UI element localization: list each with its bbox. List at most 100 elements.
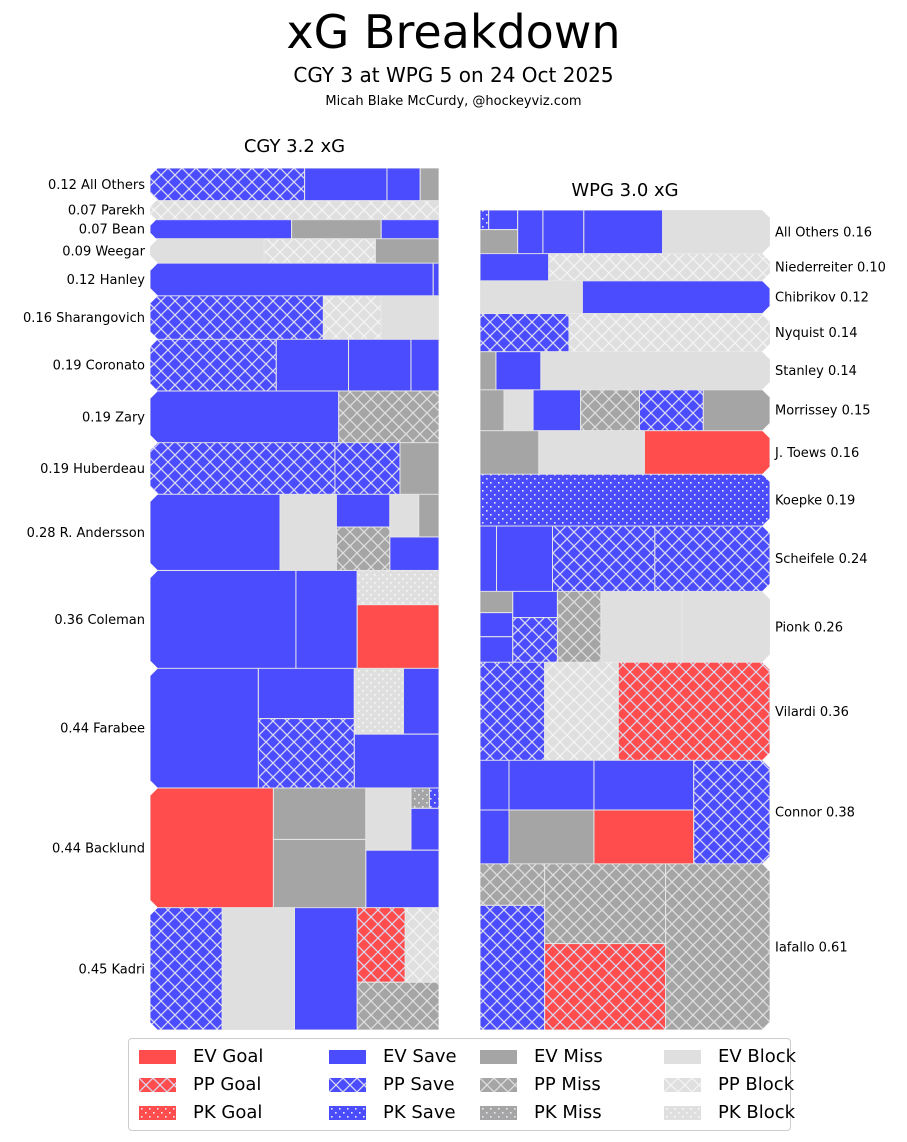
player-row-wpg-koepke: Koepke 0.19: [480, 474, 855, 527]
shot-cell-ev-save: [150, 494, 281, 571]
shot-cell-ev-miss: [480, 430, 540, 475]
legend-swatch: [664, 1078, 701, 1092]
shot-cell-ev-save: [150, 390, 340, 443]
legend-item-pk-block: PK Block: [664, 1101, 795, 1125]
player-label: Koepke 0.19: [775, 494, 855, 509]
legend-label: PK Block: [718, 1102, 796, 1123]
shot-cell-ev-save: [348, 339, 412, 391]
wpg-panel: All Others 0.16 Niederreiter 0.10 Chibriko…: [480, 210, 886, 1030]
legend-swatch: [664, 1050, 701, 1064]
shot-cell-ev-save: [495, 351, 542, 390]
shot-cell-ev-save: [480, 253, 550, 281]
shot-cell-ev-save: [386, 168, 421, 201]
player-label: 0.12 Hanley: [67, 273, 146, 288]
shot-cell-pp-miss: [356, 981, 439, 1030]
player-label: 0.44 Farabee: [60, 722, 145, 737]
shot-cell-pp-save: [639, 389, 704, 431]
shot-cell-ev-block: [480, 280, 583, 314]
legend-item-pk-goal: PK Goal: [139, 1101, 262, 1125]
player-row-cgy-all-others: 0.12 All Others: [48, 168, 439, 201]
shot-cell-pk-save: [480, 474, 770, 527]
player-row-wpg-scheifele: Scheifele 0.24: [480, 526, 868, 592]
legend-label: PP Save: [383, 1074, 455, 1095]
player-row-wpg-all-others: All Others 0.16: [480, 210, 872, 254]
player-label: 0.28 R. Andersson: [27, 526, 145, 541]
legend-label: PP Block: [718, 1074, 795, 1095]
shot-cell-pp-save: [693, 760, 770, 864]
shot-cell-pp-goal: [544, 943, 667, 1030]
shot-cell-ev-block: [503, 389, 534, 431]
chart-title: xG Breakdown: [286, 5, 621, 59]
shot-cell-pp-save: [480, 904, 546, 1030]
player-label: 0.16 Sharangovich: [23, 311, 145, 326]
shot-cell-ev-goal: [643, 430, 770, 475]
legend-item-pp-miss: PP Miss: [480, 1073, 601, 1097]
shot-cell-ev-miss: [508, 809, 595, 864]
shot-cell-pp-miss: [480, 863, 546, 906]
legend-label: EV Miss: [534, 1046, 603, 1067]
shot-cell-pp-block: [568, 313, 770, 352]
shot-cell-ev-miss: [291, 219, 382, 239]
shot-cell-ev-save: [517, 210, 544, 254]
shot-cell-ev-save: [480, 612, 514, 638]
shot-cell-ev-save: [335, 494, 391, 528]
legend-label: EV Save: [383, 1046, 457, 1067]
player-row-cgy-coronato: 0.19 Coronato: [53, 339, 439, 391]
shot-cell-pp-save: [150, 168, 306, 201]
shot-cell-ev-save: [150, 668, 259, 788]
shot-cell-pk-block: [353, 668, 404, 735]
shot-cell-ev-save: [480, 526, 498, 592]
shot-cell-ev-save: [432, 263, 439, 296]
shot-cell-ev-save: [542, 210, 585, 254]
player-row-wpg-chibrikov: Chibrikov 0.12: [480, 280, 869, 314]
player-label: Niederreiter 0.10: [775, 261, 886, 276]
legend-label: EV Goal: [193, 1046, 264, 1067]
shot-cell-ev-goal: [150, 787, 274, 908]
legend-item-pp-goal: PP Goal: [139, 1073, 261, 1097]
legend-swatch: [139, 1078, 176, 1092]
player-row-wpg-nyquist: Nyquist 0.14: [480, 313, 857, 352]
shot-cell-ev-save: [410, 807, 439, 851]
cgy-panel: 0.12 All Others 0.07 Parekh 0.07 Bean 0.09 …: [23, 168, 439, 1030]
shot-cell-pp-block: [404, 907, 439, 983]
shot-cell-ev-save: [512, 591, 558, 619]
shot-cell-ev-miss: [480, 229, 519, 254]
player-row-cgy-kadri: 0.45 Kadri: [78, 907, 439, 1030]
shot-cell-ev-block: [538, 430, 645, 475]
legend-item-ev-block: EV Block: [664, 1045, 796, 1069]
player-label: 0.19 Huberdeau: [40, 462, 145, 477]
legend-swatch: [480, 1050, 517, 1064]
legend-item-pp-save: PP Save: [329, 1073, 455, 1097]
player-row-wpg-niederreiter: Niederreiter 0.10: [480, 253, 886, 281]
player-row-cgy-sharangovich: 0.16 Sharangovich: [23, 295, 439, 340]
player-label: 0.36 Coleman: [54, 613, 145, 628]
shot-cell-ev-save: [496, 526, 553, 592]
shot-cell-ev-block: [681, 591, 770, 663]
shot-cell-pp-save: [150, 907, 223, 1030]
player-label: Connor 0.38: [775, 806, 855, 821]
player-label: Morrissey 0.15: [775, 404, 871, 419]
shot-cell-ev-save: [488, 210, 519, 231]
legend-swatch: [329, 1078, 366, 1092]
shot-cell-ev-save: [583, 210, 664, 254]
shot-cell-ev-miss: [272, 838, 367, 908]
shot-cell-ev-save: [581, 280, 770, 314]
shot-cell-ev-block: [540, 351, 770, 390]
player-row-wpg-connor: Connor 0.38: [480, 760, 855, 864]
shot-cell-pk-miss: [410, 787, 430, 809]
shot-cell-ev-save: [150, 570, 297, 669]
shot-cell-ev-block: [150, 238, 265, 264]
player-row-wpg-pionk: Pionk 0.26: [480, 591, 843, 663]
shot-cell-ev-save: [257, 668, 355, 720]
legend-swatch: [139, 1106, 176, 1120]
shot-cell-pp-block: [263, 238, 376, 264]
shot-cell-ev-goal: [593, 809, 695, 864]
legend-item-ev-save: EV Save: [329, 1045, 457, 1069]
shot-cell-ev-save: [365, 849, 439, 908]
player-row-wpg-stanley: Stanley 0.14: [480, 351, 857, 390]
player-row-wpg-iafallo: Iafallo 0.61: [480, 863, 848, 1030]
shot-cell-ev-miss: [702, 389, 770, 431]
shot-cell-pp-save: [257, 718, 355, 788]
legend-label: EV Block: [718, 1046, 797, 1067]
